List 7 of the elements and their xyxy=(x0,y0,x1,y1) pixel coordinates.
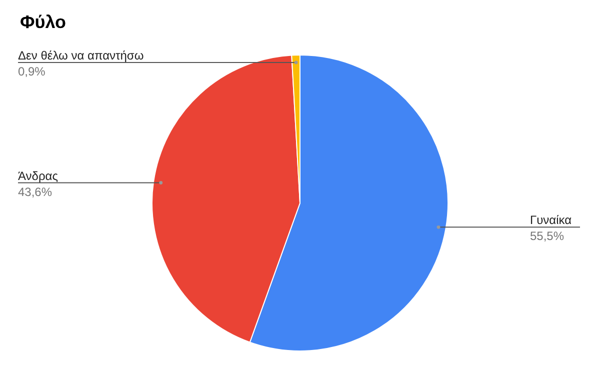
slice-label: Άνδρας xyxy=(18,168,58,183)
chart-title: Φύλο xyxy=(20,12,66,32)
data-label: 43,6% xyxy=(18,184,52,199)
slice-label: Δεν θέλω να απαντήσω xyxy=(18,48,144,62)
data-label: 55,5% xyxy=(530,229,564,244)
data-label: 0,9% xyxy=(18,64,46,78)
slice-label: Γυναίκα xyxy=(530,213,572,228)
